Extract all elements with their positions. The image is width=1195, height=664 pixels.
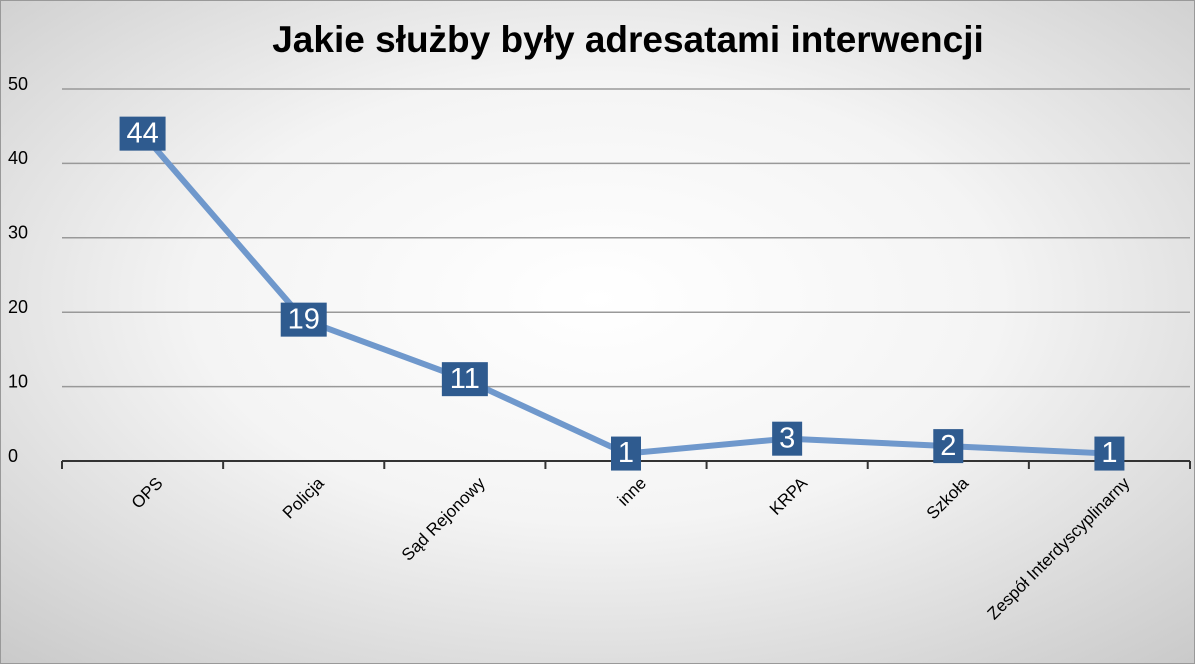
data-label-box <box>441 362 488 397</box>
y-tick-label: 50 <box>8 74 28 94</box>
data-label-box <box>772 421 803 456</box>
data-label-box <box>280 302 327 337</box>
data-label: 44 <box>126 117 158 149</box>
data-label-box <box>1094 436 1125 471</box>
chart-title: Jakie służby były adresatami interwencji <box>272 19 984 60</box>
y-tick-label: 40 <box>8 148 28 168</box>
data-label: 2 <box>940 430 956 462</box>
data-label: 1 <box>618 437 634 469</box>
y-tick-label: 30 <box>8 223 28 243</box>
data-label: 11 <box>450 363 480 395</box>
data-label-box <box>611 436 641 471</box>
y-tick-label: 10 <box>8 371 28 391</box>
data-label: 1 <box>1101 437 1117 469</box>
data-label: 3 <box>779 422 795 454</box>
data-label-box <box>933 429 964 464</box>
data-label-box <box>119 116 166 151</box>
data-label: 19 <box>288 303 320 335</box>
y-tick-label: 0 <box>8 446 18 466</box>
y-tick-label: 20 <box>8 297 28 317</box>
